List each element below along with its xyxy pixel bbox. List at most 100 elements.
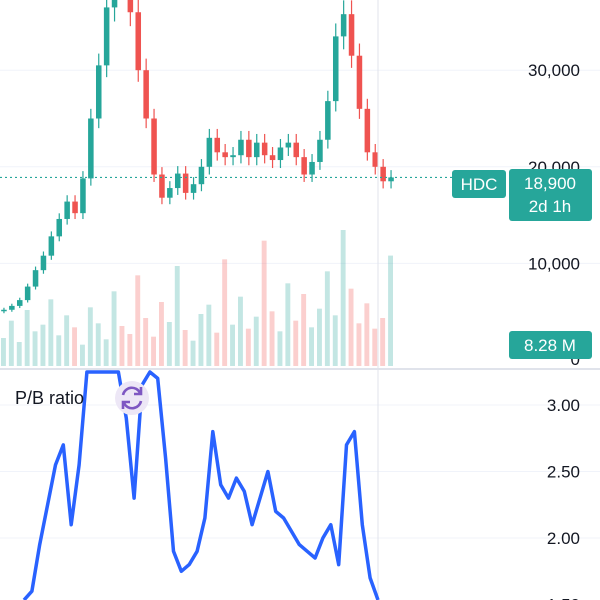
candle-body xyxy=(269,155,276,161)
candle-body xyxy=(143,70,149,119)
candle-body xyxy=(238,139,244,156)
candle-body xyxy=(24,286,31,301)
candle-body xyxy=(16,300,23,306)
volume-bar xyxy=(388,255,393,366)
candle-body xyxy=(277,147,284,161)
volume-bar xyxy=(214,332,220,366)
volume-bar xyxy=(261,240,267,366)
candle-body xyxy=(95,65,102,119)
candle-body xyxy=(48,236,55,256)
candle-body xyxy=(32,270,39,287)
candle-body xyxy=(325,101,331,140)
volume-bar xyxy=(80,344,85,366)
volume-bar xyxy=(332,315,338,366)
candle-body xyxy=(301,157,307,175)
candle-body xyxy=(214,137,221,153)
candle-body xyxy=(72,201,78,214)
refresh-icon[interactable] xyxy=(115,381,149,415)
volume-bar xyxy=(127,334,133,366)
volume-bar xyxy=(87,307,93,366)
candle-body xyxy=(253,142,260,158)
volume-bar xyxy=(32,331,38,366)
volume-bar xyxy=(348,288,354,366)
candle-body xyxy=(190,184,197,193)
candle-body xyxy=(167,188,173,198)
candle-body xyxy=(40,255,47,271)
volume-bar xyxy=(72,327,77,366)
volume-bar xyxy=(309,327,314,366)
volume-bar xyxy=(48,299,54,366)
candle-body xyxy=(293,142,300,158)
volume-bar xyxy=(293,320,299,366)
volume-bar xyxy=(198,314,204,366)
countdown-label: 2d 1h xyxy=(529,197,572,216)
candle-body xyxy=(1,309,7,312)
volume-bar xyxy=(222,259,228,366)
volume-bar xyxy=(16,342,22,366)
pb-tick-label: 2.50 xyxy=(547,463,580,482)
candle-body xyxy=(246,139,252,158)
volume-label: 8.28 M xyxy=(524,336,576,355)
candle-body xyxy=(64,201,70,219)
candle-body xyxy=(340,14,347,37)
volume-bar xyxy=(253,316,259,366)
last-price-label: 18,900 xyxy=(524,174,576,193)
candle-body xyxy=(285,142,292,148)
volume-bar xyxy=(8,320,14,366)
volume-bar xyxy=(166,322,172,366)
pb-tick-label: 1.50 xyxy=(547,596,580,600)
volume-bar xyxy=(277,331,283,366)
candle-body xyxy=(103,7,110,66)
candle-body xyxy=(198,166,205,185)
volume-bar xyxy=(285,283,291,366)
volume-bar xyxy=(301,294,307,366)
volume-bar xyxy=(95,323,101,366)
volume-bar xyxy=(269,311,275,366)
volume-bar xyxy=(40,324,46,366)
candle-body xyxy=(261,142,268,156)
price-tick-label: 0 xyxy=(571,350,580,369)
volume-bar xyxy=(182,330,188,366)
volume-bar xyxy=(356,323,362,366)
volume-bar xyxy=(206,304,212,366)
last-price-tag: 18,900 2d 1h xyxy=(509,169,592,221)
volume-bar xyxy=(190,340,196,366)
volume-bar xyxy=(135,275,141,366)
candle-body xyxy=(56,218,63,237)
ticker-tag[interactable]: HDC xyxy=(452,170,506,198)
candle-body xyxy=(206,137,213,167)
candle-body xyxy=(127,0,134,13)
candle-body xyxy=(380,166,386,182)
volume-bar xyxy=(119,326,125,366)
candle-body xyxy=(372,152,379,167)
pb-grid xyxy=(0,404,600,539)
volume-bar xyxy=(372,328,378,366)
volume-bar xyxy=(24,310,30,366)
candle-body xyxy=(332,36,339,102)
candle-body xyxy=(309,161,315,175)
candle-body xyxy=(348,14,355,56)
volume-bar xyxy=(230,324,235,366)
volume-bar xyxy=(174,266,180,366)
price-candles xyxy=(1,0,394,314)
candle-body xyxy=(388,177,394,182)
candle-body xyxy=(88,118,94,179)
pb-tick-label: 2.00 xyxy=(547,529,580,548)
volume-bar xyxy=(103,339,109,366)
price-tick-label: 30,000 xyxy=(528,61,580,80)
volume-bar xyxy=(1,338,6,366)
candle-body xyxy=(317,139,323,162)
candle-body xyxy=(230,155,236,158)
volume-bar xyxy=(340,230,346,366)
candle-body xyxy=(80,178,86,214)
volume-bar xyxy=(380,318,386,366)
candle-body xyxy=(111,0,118,8)
candle-body xyxy=(356,55,363,109)
pb-axis: 3.00 2.50 2.00 1.50 xyxy=(547,396,580,600)
candle-body xyxy=(159,174,165,198)
volume-bar xyxy=(245,328,251,366)
volume-bar xyxy=(238,296,243,366)
candle-body xyxy=(182,173,189,193)
volume-bar xyxy=(143,318,149,366)
